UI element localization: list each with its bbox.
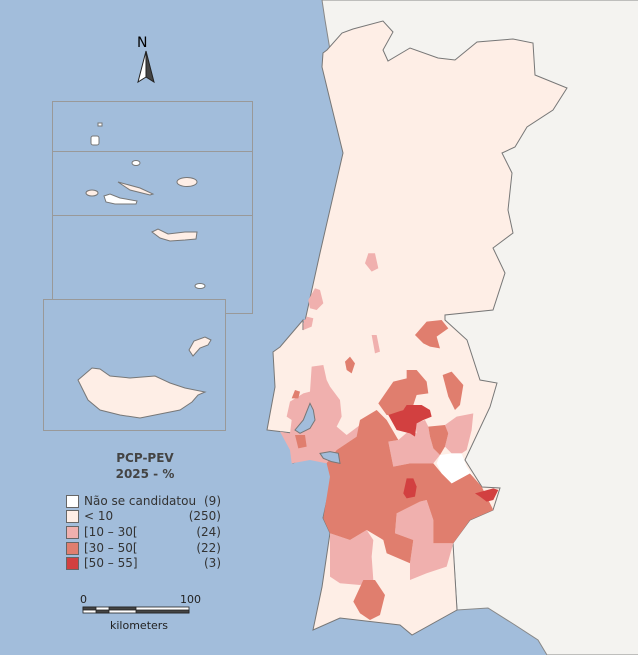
island-flores[interactable] [90, 135, 100, 146]
region-10-30[interactable] [329, 529, 374, 585]
region-10-30[interactable] [388, 419, 440, 467]
municipalities-south [279, 320, 499, 620]
region-30-50[interactable] [442, 371, 464, 410]
legend-label: [10 – 30[ [84, 525, 138, 539]
region-10-30[interactable] [303, 316, 314, 330]
legend-count: (250) [188, 509, 221, 523]
region-30-50[interactable] [378, 369, 429, 415]
region-30-50[interactable] [353, 579, 385, 620]
region-30-50[interactable] [428, 424, 449, 455]
region-10-30[interactable] [394, 499, 454, 580]
municipalities-north [303, 253, 379, 330]
north-label: N [137, 35, 148, 51]
island-porto-santo[interactable] [188, 336, 212, 357]
region-30-50[interactable] [294, 434, 307, 449]
legend-count: (22) [196, 541, 221, 555]
legend-item: Não se candidatou (9) [66, 494, 221, 509]
island-faial[interactable] [85, 189, 99, 197]
island-santa-maria[interactable] [194, 283, 206, 289]
legend-swatch [66, 526, 79, 539]
scale-max-label: 100 [180, 593, 201, 606]
region-10-30[interactable] [371, 334, 380, 354]
legend-label: [50 – 55] [84, 556, 138, 570]
legend-count: (3) [204, 556, 221, 570]
north-arrow-icon [137, 50, 155, 84]
legend-count: (9) [204, 494, 221, 508]
tejo-estuary [294, 402, 316, 434]
island-graciosa[interactable] [131, 160, 141, 166]
region-50-55[interactable] [403, 478, 417, 499]
island-pico[interactable] [103, 193, 138, 205]
legend-count: (24) [196, 525, 221, 539]
legend: PCP-PEV 2025 - % Não se candidatou (9) <… [60, 450, 230, 570]
azores-inset [52, 101, 253, 314]
legend-label: < 10 [84, 509, 114, 523]
region-10-30[interactable] [308, 288, 324, 310]
island-sao-miguel[interactable] [151, 228, 198, 242]
legend-swatch [66, 495, 79, 508]
region-10-30[interactable] [364, 253, 379, 272]
sado-estuary [319, 451, 341, 464]
legend-item: [10 – 30[ (24) [66, 525, 221, 540]
region-10-30[interactable] [444, 413, 474, 454]
region-not-candidate[interactable] [436, 453, 474, 484]
legend-title: PCP-PEV [116, 451, 174, 465]
region-50-55[interactable] [474, 488, 499, 502]
island-sao-jorge[interactable] [117, 181, 155, 196]
legend-item: [50 – 55] (3) [66, 556, 221, 571]
region-30-50[interactable] [414, 320, 449, 349]
legend-swatch [66, 557, 79, 570]
legend-subtitle: 2025 - % [115, 467, 175, 481]
legend-label: Não se candidatou [84, 494, 197, 508]
legend-swatch [66, 542, 79, 555]
legend-item: [30 – 50[ (22) [66, 541, 221, 556]
scale-bar [82, 606, 190, 614]
region-30-50[interactable] [344, 356, 355, 374]
island-corvo[interactable] [97, 122, 103, 127]
legend-item: < 10 (250) [66, 509, 221, 524]
azores-islands [85, 122, 206, 289]
madeira-islands [77, 336, 212, 419]
region-50-55[interactable] [388, 404, 432, 437]
scale-unit-label: kilometers [110, 619, 169, 632]
region-30-50[interactable] [291, 389, 300, 399]
legend-swatch [66, 510, 79, 523]
island-madeira[interactable] [77, 367, 207, 419]
scale-min-label: 0 [80, 593, 87, 606]
legend-label: [30 – 50[ [84, 541, 138, 555]
island-terceira[interactable] [176, 177, 198, 187]
